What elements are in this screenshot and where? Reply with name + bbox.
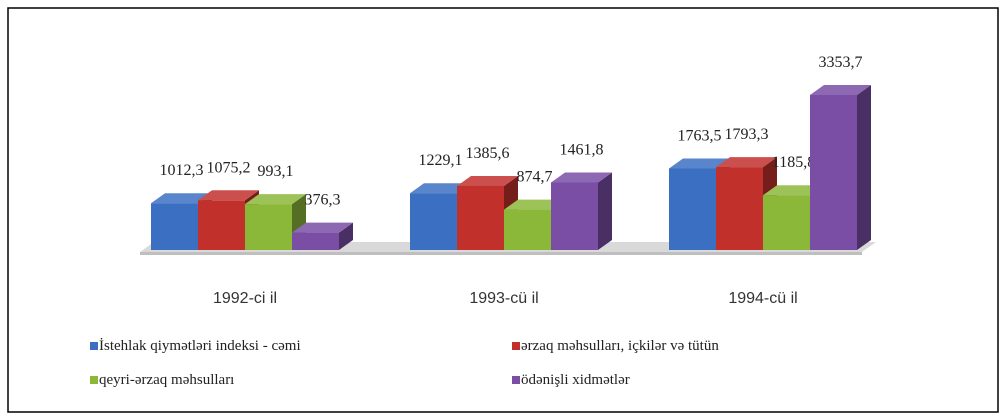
legend-swatch bbox=[512, 376, 520, 384]
bar bbox=[810, 95, 857, 250]
data-label: 1385,6 bbox=[466, 145, 510, 162]
bar-top bbox=[245, 194, 306, 205]
bar bbox=[716, 167, 763, 250]
bar bbox=[504, 209, 551, 250]
legend-label: İstehlak qiymətləri indeksi - cəmi bbox=[99, 338, 301, 354]
data-label: 1185,8 bbox=[772, 154, 815, 171]
data-label: 1012,3 bbox=[160, 162, 204, 179]
legend-swatch bbox=[512, 342, 520, 350]
bar-top bbox=[551, 172, 612, 183]
bar-top bbox=[763, 185, 824, 196]
bar-top bbox=[198, 190, 259, 201]
data-label: 1763,5 bbox=[678, 127, 722, 144]
data-label: 874,7 bbox=[517, 169, 553, 186]
bar-side bbox=[598, 172, 612, 250]
legend-label: ödənişli xidmətlər bbox=[521, 372, 630, 388]
bar bbox=[410, 193, 457, 250]
floor-edge bbox=[140, 252, 862, 255]
bar-top bbox=[292, 222, 353, 233]
bar bbox=[457, 185, 504, 250]
bar bbox=[669, 168, 716, 250]
bar-top bbox=[151, 193, 212, 204]
x-tick-label: 1992-ci il bbox=[213, 290, 277, 307]
bar-top bbox=[716, 157, 777, 168]
x-tick-label: 1994-cü il bbox=[728, 290, 797, 307]
bar bbox=[551, 182, 598, 250]
bar-top bbox=[457, 175, 518, 186]
bar-top bbox=[504, 199, 565, 210]
legend-swatch bbox=[90, 342, 98, 350]
bar-top bbox=[410, 183, 471, 194]
data-label: 1461,8 bbox=[560, 141, 604, 158]
bar-top bbox=[810, 85, 871, 95]
legend-swatch bbox=[90, 376, 98, 384]
data-label: 376,3 bbox=[305, 192, 341, 209]
bar bbox=[245, 204, 292, 250]
data-label: 3353,7 bbox=[819, 54, 863, 71]
bar-side bbox=[857, 85, 871, 250]
data-label: 1229,1 bbox=[419, 152, 463, 169]
data-label: 1793,3 bbox=[725, 126, 769, 143]
data-label: 1075,2 bbox=[207, 159, 251, 176]
bar bbox=[151, 203, 198, 250]
bar-top bbox=[669, 158, 730, 169]
bar bbox=[763, 195, 810, 250]
bar bbox=[292, 232, 339, 250]
data-label: 993,1 bbox=[258, 163, 294, 180]
bar-side bbox=[339, 222, 353, 250]
bar bbox=[198, 200, 245, 250]
x-tick-label: 1993-cü il bbox=[469, 290, 538, 307]
legend-label: qeyri-ərzaq məhsulları bbox=[99, 372, 234, 388]
legend-label: ərzaq məhsulları, içkilər və tütün bbox=[521, 338, 719, 354]
